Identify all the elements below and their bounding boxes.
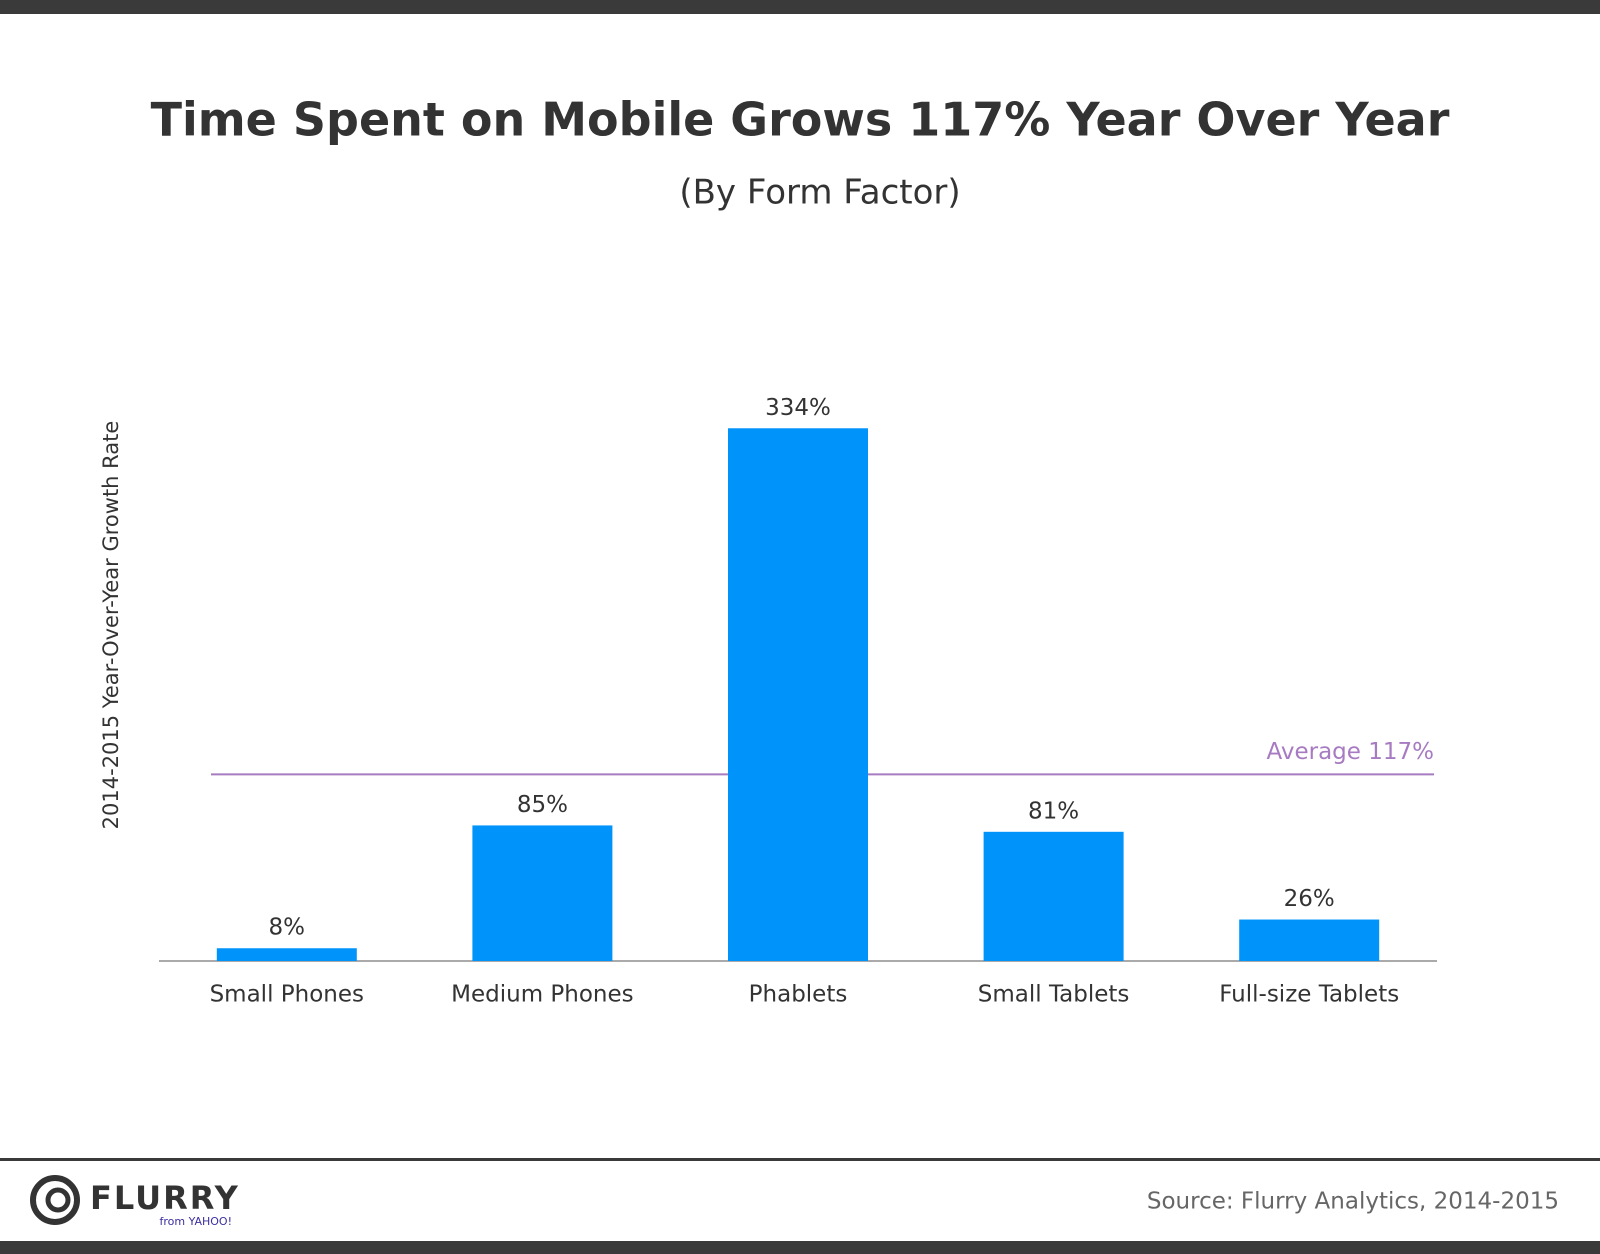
- logo-text: FLURRY: [90, 1179, 240, 1217]
- logo-icon: [30, 1175, 80, 1225]
- bar: [983, 831, 1124, 961]
- x-tick-label: Medium Phones: [451, 982, 634, 1008]
- bar: [472, 825, 613, 961]
- source: Source: Flurry Analytics, 2014-2015: [1147, 1189, 1559, 1215]
- value-label: 8%: [269, 915, 306, 941]
- logo: FLURRY from YAHOO!: [30, 1175, 240, 1228]
- value-label: 26%: [1284, 886, 1335, 912]
- x-tick-label: Full-size Tablets: [1219, 982, 1399, 1008]
- chart-subtitle: (By Form Factor): [679, 173, 960, 213]
- bar: [1239, 919, 1380, 961]
- chart-title: Time Spent on Mobile Grows 117% Year Ove…: [151, 93, 1450, 147]
- bar: [216, 948, 357, 961]
- x-tick-label: Small Phones: [210, 982, 364, 1008]
- x-tick-label: Small Tablets: [978, 982, 1130, 1008]
- top-bar: [0, 0, 1600, 14]
- logo-sub: from YAHOO!: [160, 1215, 232, 1228]
- average-label: Average 117%: [1266, 739, 1434, 765]
- value-label: 334%: [765, 395, 831, 421]
- footer-rule: [0, 1158, 1600, 1161]
- logo-icon: [45, 1187, 71, 1213]
- x-tick-label: Phablets: [749, 982, 848, 1008]
- bar: [728, 428, 868, 961]
- bottom-bar: [0, 1241, 1600, 1254]
- y-axis-label: 2014-2015 Year-Over-Year Growth Rate: [99, 421, 123, 830]
- value-label: 85%: [517, 792, 568, 818]
- value-label: 81%: [1028, 798, 1079, 824]
